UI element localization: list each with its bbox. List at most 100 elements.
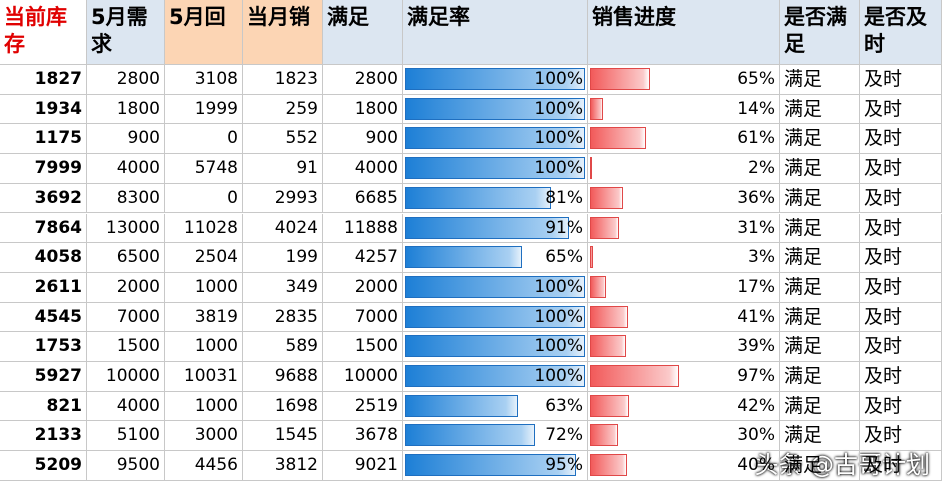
table-cell[interactable]: 及时 [860,183,942,214]
table-cell[interactable]: 4456 [165,451,243,481]
table-cell[interactable]: 95% [403,451,588,481]
table-cell[interactable]: 2800 [87,65,165,95]
table-cell[interactable]: 7864 [0,213,87,244]
table-cell[interactable]: 4000 [323,154,403,184]
table-cell[interactable]: 满足 [780,94,860,125]
table-cell[interactable]: 1823 [243,65,323,95]
table-cell[interactable]: 7000 [323,302,403,333]
table-cell[interactable]: 1827 [0,65,87,95]
table-cell[interactable]: 4058 [0,243,87,273]
header-cell[interactable]: 当前库存 [0,0,87,65]
table-cell[interactable]: 36% [588,183,780,214]
table-cell[interactable]: 及时 [860,124,942,155]
table-cell[interactable]: 5100 [87,421,165,452]
table-cell[interactable]: 满足 [780,65,860,95]
table-cell[interactable]: 61% [588,124,780,155]
table-cell[interactable]: 821 [0,391,87,422]
table-cell[interactable]: 满足 [780,272,860,303]
table-cell[interactable]: 14% [588,94,780,125]
table-cell[interactable]: 42% [588,391,780,422]
table-cell[interactable]: 1000 [165,391,243,422]
table-cell[interactable]: 100% [403,124,588,155]
header-cell[interactable]: 5月需求 [87,0,165,65]
table-cell[interactable]: 30% [588,421,780,452]
table-cell[interactable]: 13000 [87,213,165,244]
table-cell[interactable]: 2000 [323,272,403,303]
table-cell[interactable]: 1175 [0,124,87,155]
table-cell[interactable]: 5748 [165,154,243,184]
table-cell[interactable]: 100% [403,94,588,125]
table-cell[interactable]: 349 [243,272,323,303]
table-cell[interactable]: 100% [403,65,588,95]
table-cell[interactable]: 5927 [0,362,87,392]
table-cell[interactable]: 0 [165,124,243,155]
table-cell[interactable]: 72% [403,421,588,452]
table-cell[interactable]: 满足 [780,421,860,452]
table-cell[interactable]: 满足 [780,183,860,214]
table-cell[interactable]: 满足 [780,362,860,392]
table-cell[interactable]: 及时 [860,65,942,95]
table-cell[interactable]: 91% [403,213,588,244]
table-cell[interactable]: 9021 [323,451,403,481]
table-cell[interactable]: 31% [588,213,780,244]
table-cell[interactable]: 7999 [0,154,87,184]
table-cell[interactable]: 91 [243,154,323,184]
table-cell[interactable]: 满足 [780,302,860,333]
table-cell[interactable]: 10000 [87,362,165,392]
table-cell[interactable]: 及时 [860,302,942,333]
table-cell[interactable]: 4000 [87,391,165,422]
table-cell[interactable]: 满足 [780,154,860,184]
table-cell[interactable]: 100% [403,154,588,184]
table-cell[interactable]: 及时 [860,154,942,184]
table-cell[interactable]: 满足 [780,243,860,273]
header-cell[interactable]: 是否及时 [860,0,942,65]
table-cell[interactable]: 及时 [860,451,942,481]
table-cell[interactable]: 41% [588,302,780,333]
table-cell[interactable]: 1500 [87,332,165,362]
table-cell[interactable]: 39% [588,332,780,362]
table-cell[interactable]: 97% [588,362,780,392]
table-cell[interactable]: 3812 [243,451,323,481]
table-cell[interactable]: 1000 [165,272,243,303]
table-cell[interactable]: 81% [403,183,588,214]
table-cell[interactable]: 40% [588,451,780,481]
table-cell[interactable]: 552 [243,124,323,155]
table-cell[interactable]: 及时 [860,421,942,452]
table-cell[interactable]: 10031 [165,362,243,392]
table-cell[interactable]: 及时 [860,94,942,125]
header-cell[interactable]: 满足率 [403,0,588,65]
table-cell[interactable]: 199 [243,243,323,273]
table-cell[interactable]: 4545 [0,302,87,333]
table-cell[interactable]: 3819 [165,302,243,333]
table-cell[interactable]: 7000 [87,302,165,333]
table-cell[interactable]: 1999 [165,94,243,125]
table-cell[interactable]: 1500 [323,332,403,362]
header-cell[interactable]: 满足 [323,0,403,65]
table-cell[interactable]: 3000 [165,421,243,452]
table-cell[interactable]: 8300 [87,183,165,214]
table-cell[interactable]: 2504 [165,243,243,273]
table-cell[interactable]: 2000 [87,272,165,303]
table-cell[interactable]: 3% [588,243,780,273]
table-cell[interactable]: 2993 [243,183,323,214]
table-cell[interactable]: 5209 [0,451,87,481]
table-cell[interactable]: 4257 [323,243,403,273]
table-cell[interactable]: 63% [403,391,588,422]
table-cell[interactable]: 2519 [323,391,403,422]
table-cell[interactable]: 1800 [87,94,165,125]
table-cell[interactable]: 1698 [243,391,323,422]
table-cell[interactable]: 65% [403,243,588,273]
table-cell[interactable]: 满足 [780,213,860,244]
table-cell[interactable]: 3678 [323,421,403,452]
table-cell[interactable]: 及时 [860,362,942,392]
table-cell[interactable]: 1753 [0,332,87,362]
table-cell[interactable]: 1000 [165,332,243,362]
table-cell[interactable]: 满足 [780,391,860,422]
table-cell[interactable]: 2133 [0,421,87,452]
table-cell[interactable]: 100% [403,302,588,333]
table-cell[interactable]: 100% [403,332,588,362]
table-cell[interactable]: 900 [87,124,165,155]
table-cell[interactable]: 10000 [323,362,403,392]
table-cell[interactable]: 4000 [87,154,165,184]
table-cell[interactable]: 1934 [0,94,87,125]
